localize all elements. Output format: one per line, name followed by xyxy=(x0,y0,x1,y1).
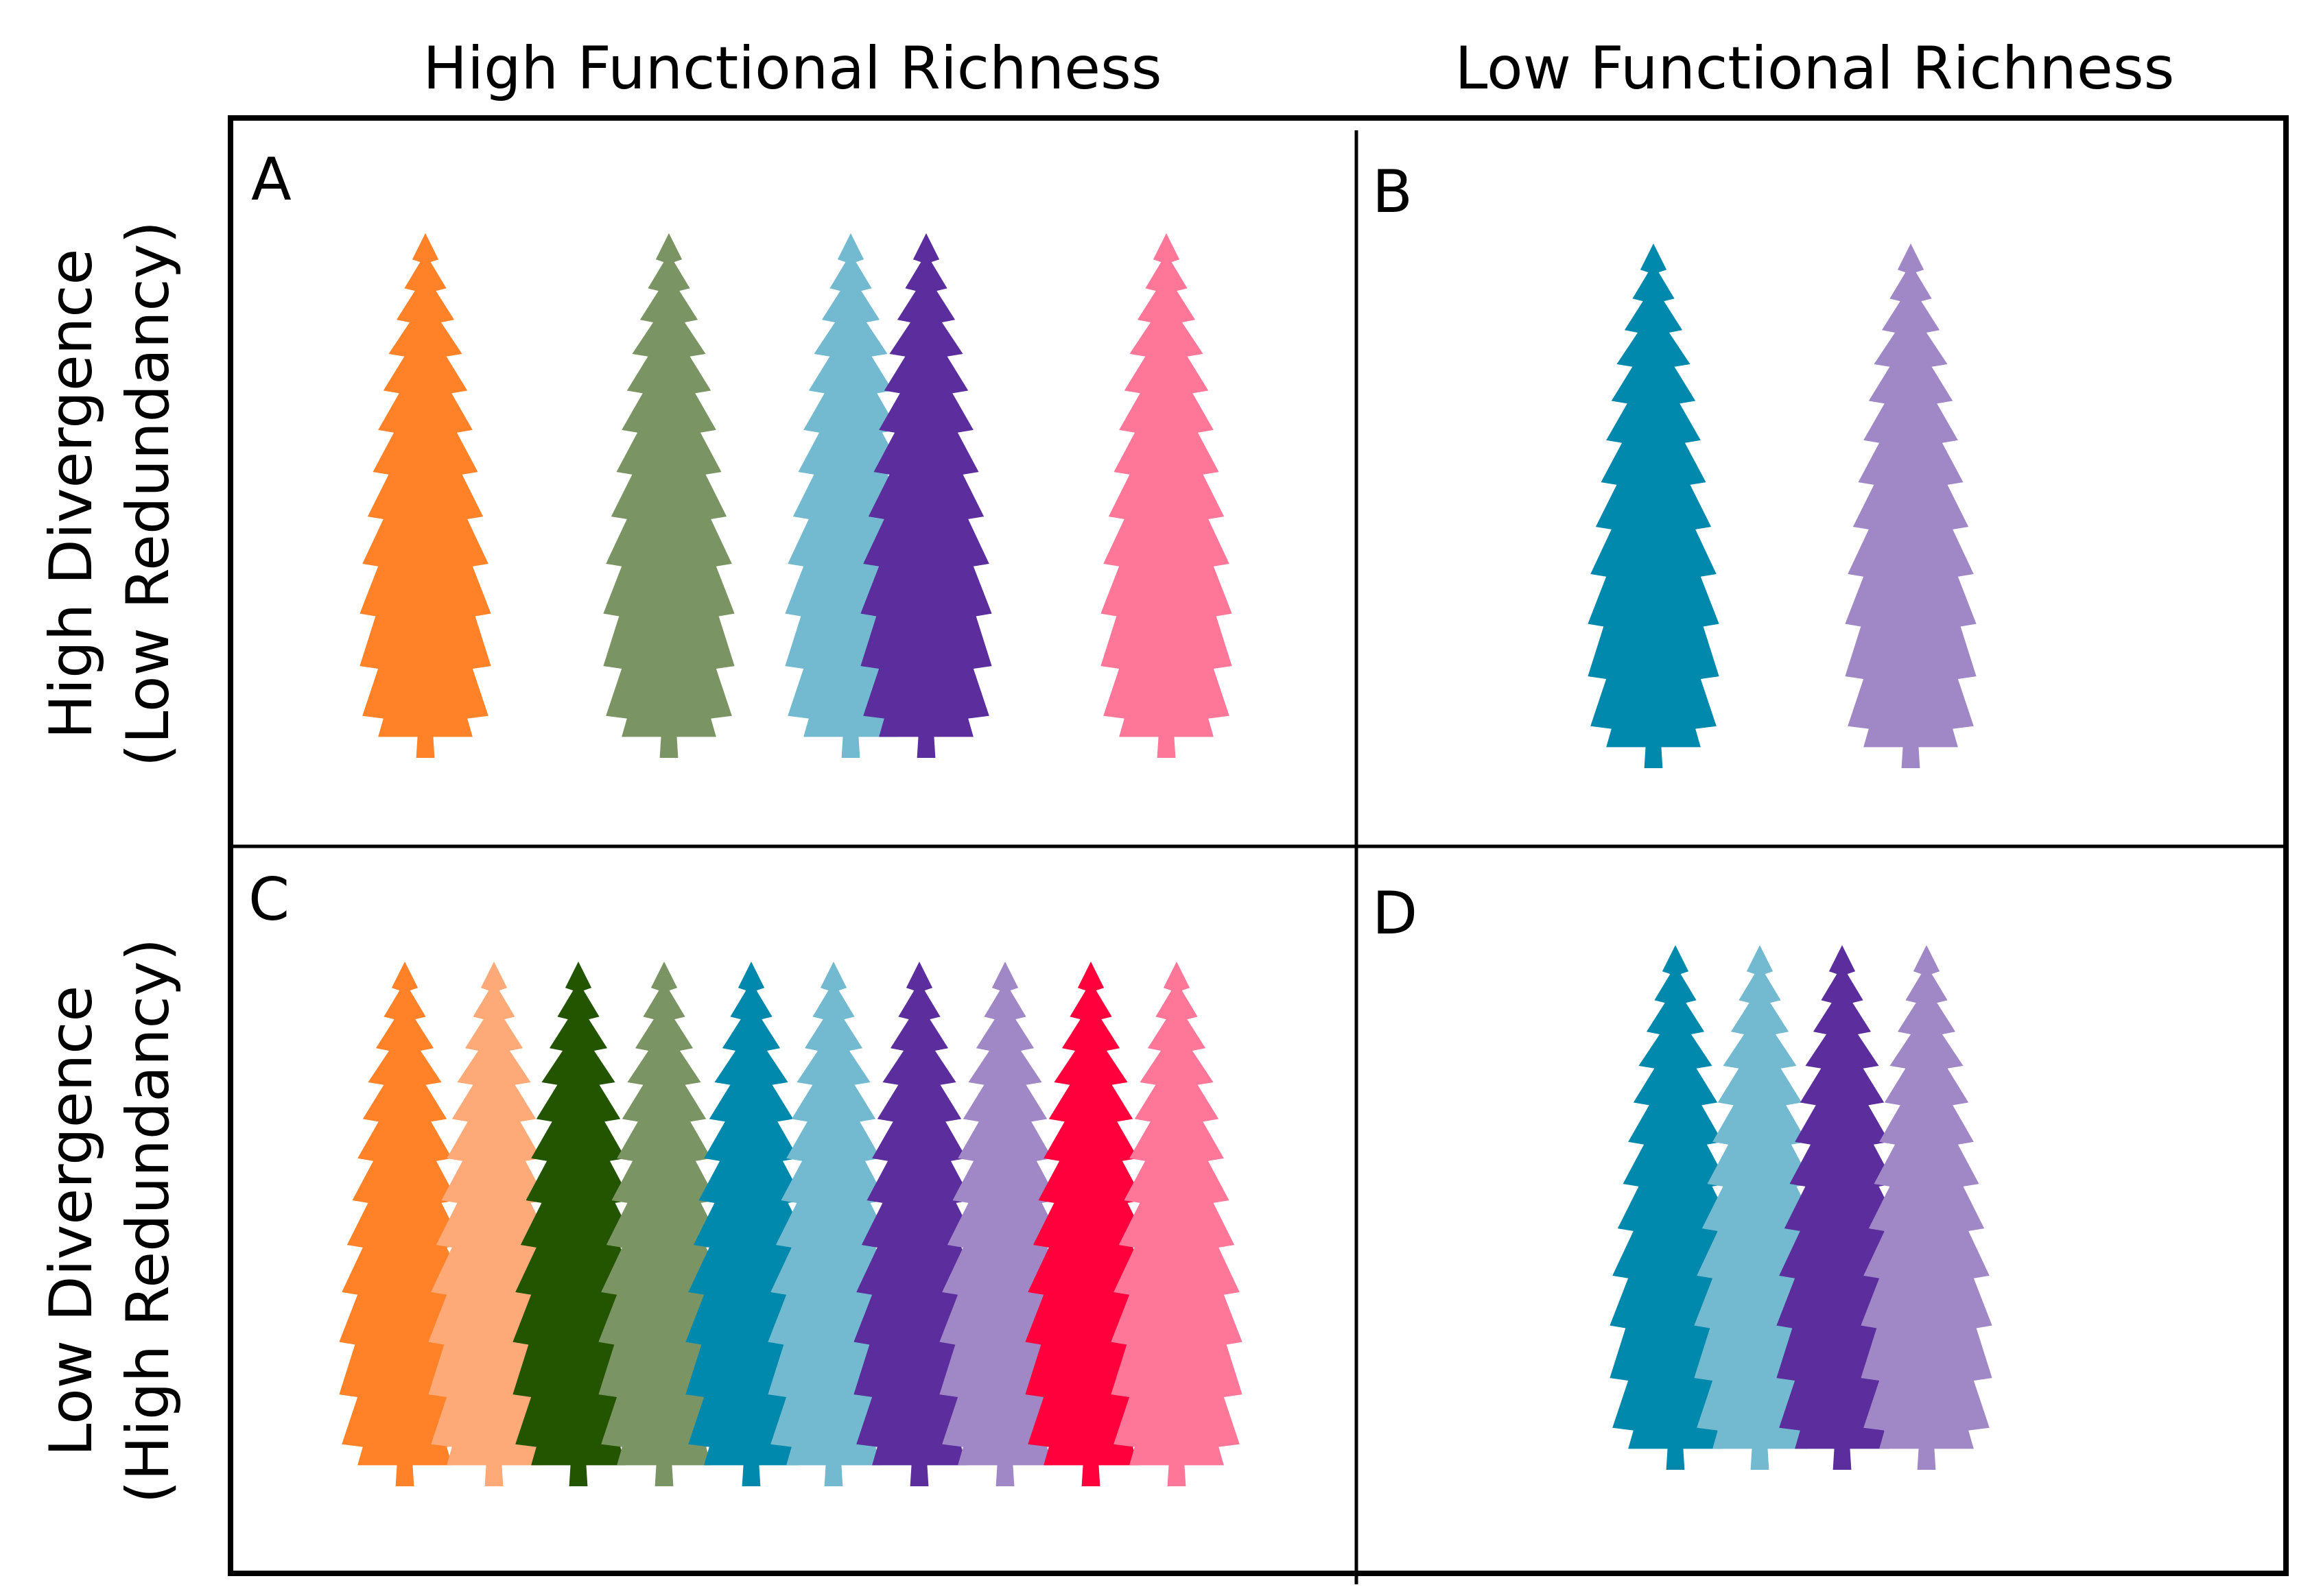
spruce-tree-icon xyxy=(603,233,735,758)
spruce-tree-icon xyxy=(1111,962,1242,1486)
panel-label-c: C xyxy=(248,866,290,934)
column-title-low-richness: Low Functional Richness xyxy=(1454,34,2175,103)
spruce-tree-icon xyxy=(1861,945,1992,1470)
panel-label-d: D xyxy=(1372,879,1418,948)
spruce-tree-icon xyxy=(860,233,992,758)
spruce-tree-icon xyxy=(1588,243,1719,768)
panel-a-trees xyxy=(360,233,1232,758)
spruce-tree-icon xyxy=(1845,243,1977,768)
panel-c-trees xyxy=(339,962,1242,1486)
panel-label-a: A xyxy=(251,145,292,214)
panel-d-trees xyxy=(1610,945,1992,1470)
column-title-high-richness: High Functional Richness xyxy=(423,34,1162,103)
panel-label-b: B xyxy=(1372,158,1413,226)
panel-b-trees xyxy=(1588,243,1977,768)
spruce-tree-icon xyxy=(1100,233,1232,758)
trees-layer xyxy=(339,233,1992,1486)
spruce-tree-icon xyxy=(360,233,491,758)
